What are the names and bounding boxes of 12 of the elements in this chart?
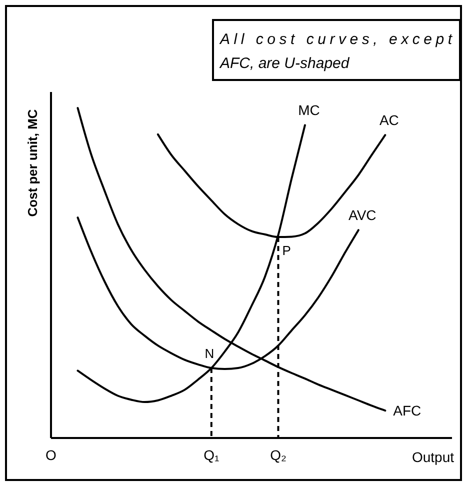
x-tick-label: Q₂ — [270, 447, 286, 463]
series-label: AC — [379, 112, 399, 128]
x-tick-label: O — [46, 447, 57, 463]
x-axis-title: Output — [412, 449, 454, 465]
series-label: AVC — [348, 207, 376, 224]
x-tick-label: Q₁ — [204, 447, 220, 463]
annotation: N — [204, 346, 214, 362]
y-axis-title: Cost per unit, MC — [25, 108, 40, 217]
text: All cost curves, except AFC, are U-shaped — [219, 31, 453, 72]
annotation: P — [282, 243, 291, 258]
series-label: MC — [298, 102, 320, 118]
series-label: AFC — [393, 402, 422, 419]
